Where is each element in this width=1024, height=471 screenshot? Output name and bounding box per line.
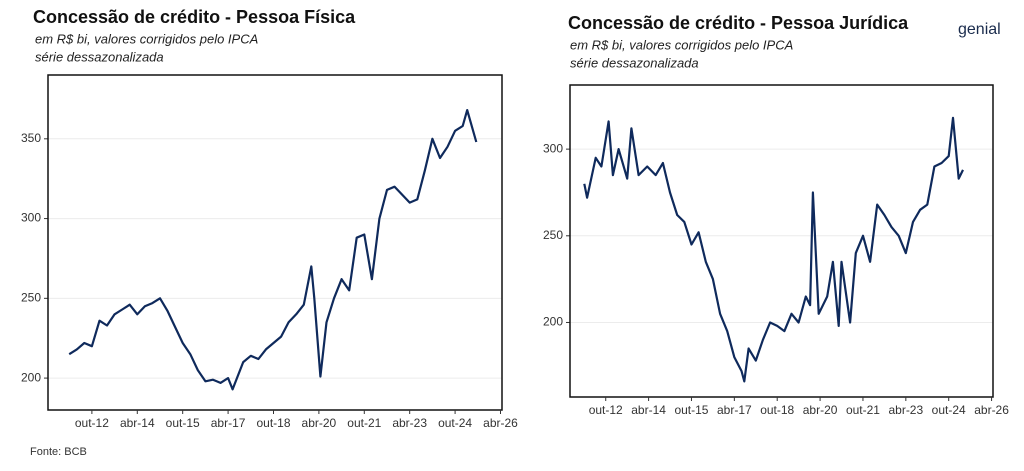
x-tick-label: abr-20 xyxy=(302,416,337,430)
y-tick-label: 350 xyxy=(21,131,41,145)
data-line xyxy=(68,109,478,391)
x-tick-label: abr-26 xyxy=(483,416,518,430)
x-tick-label: out-18 xyxy=(760,403,794,417)
data-line xyxy=(583,116,964,383)
x-tick-label: out-24 xyxy=(438,416,472,430)
y-tick-label: 200 xyxy=(543,315,563,329)
chart-title: Concessão de crédito - Pessoa Jurídica xyxy=(568,13,909,33)
logo: genial xyxy=(958,21,1001,38)
x-tick-label: out-21 xyxy=(846,403,880,417)
y-tick-label: 250 xyxy=(543,228,563,242)
y-tick-label: 300 xyxy=(543,141,563,155)
chart-subtitle: em R$ bi, valores corrigidos pelo IPCA xyxy=(35,31,258,46)
y-tick-label: 300 xyxy=(21,211,41,225)
x-tick-label: abr-20 xyxy=(803,403,838,417)
y-tick-label: 200 xyxy=(21,370,41,384)
chart-subtitle: série dessazonalizada xyxy=(570,55,699,70)
chart-subtitle: em R$ bi, valores corrigidos pelo IPCA xyxy=(570,37,793,52)
x-tick-label: out-15 xyxy=(166,416,200,430)
x-tick-label: abr-23 xyxy=(888,403,923,417)
x-tick-label: out-15 xyxy=(674,403,708,417)
x-tick-label: abr-23 xyxy=(392,416,427,430)
x-tick-label: out-24 xyxy=(932,403,966,417)
chart-subtitle: série dessazonalizada xyxy=(35,49,164,64)
x-tick-label: abr-26 xyxy=(974,403,1009,417)
chart-title: Concessão de crédito - Pessoa Física xyxy=(33,7,356,27)
y-tick-label: 250 xyxy=(21,291,41,305)
plot-frame xyxy=(569,84,994,398)
x-tick-label: abr-14 xyxy=(631,403,666,417)
x-tick-label: abr-17 xyxy=(717,403,752,417)
x-tick-label: out-18 xyxy=(256,416,290,430)
x-tick-label: out-21 xyxy=(347,416,381,430)
plot-frame xyxy=(47,74,503,411)
x-tick-label: abr-14 xyxy=(120,416,155,430)
source: Fonte: BCB xyxy=(30,446,87,458)
x-tick-label: out-12 xyxy=(75,416,109,430)
x-tick-label: out-12 xyxy=(589,403,623,417)
x-tick-label: abr-17 xyxy=(211,416,246,430)
